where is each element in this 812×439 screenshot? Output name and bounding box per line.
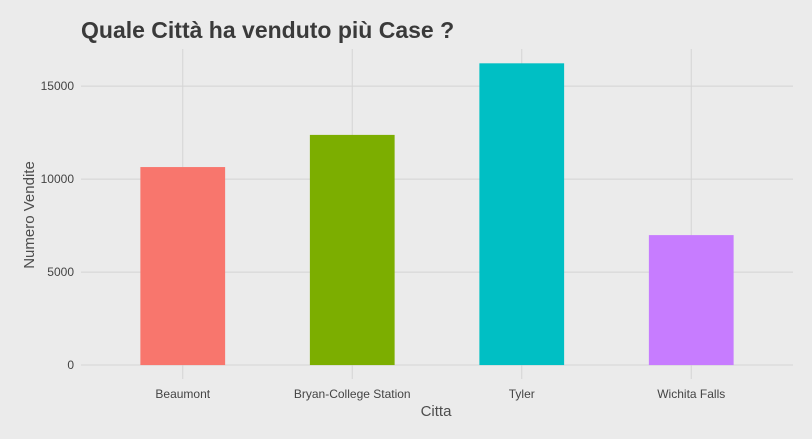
y-tick-label: 5000	[47, 265, 74, 279]
y-tick-label: 10000	[41, 172, 75, 186]
y-tick-labels: 0 5000 10000 15000	[41, 79, 75, 372]
x-tick-label: Bryan-College Station	[294, 387, 411, 401]
bar-wichita-falls	[648, 235, 734, 366]
x-axis-title: Citta	[421, 403, 453, 420]
x-tick-label: Wichita Falls	[657, 387, 725, 401]
y-tick-label: 0	[67, 358, 74, 372]
x-tick-labels: Beaumont Bryan-College Station Tyler Wichit…	[155, 387, 725, 401]
bar-bryan-college-station	[309, 134, 395, 366]
bar-beaumont	[140, 167, 226, 366]
x-tick-label: Tyler	[509, 387, 535, 401]
y-tick-label: 15000	[41, 79, 75, 93]
y-axis-title: Numero Vendite	[21, 161, 38, 269]
x-tick-label: Beaumont	[155, 387, 210, 401]
bar-tyler	[479, 63, 565, 366]
chart-title: Quale Città ha venduto più Case ?	[81, 17, 454, 43]
bars	[140, 63, 734, 366]
